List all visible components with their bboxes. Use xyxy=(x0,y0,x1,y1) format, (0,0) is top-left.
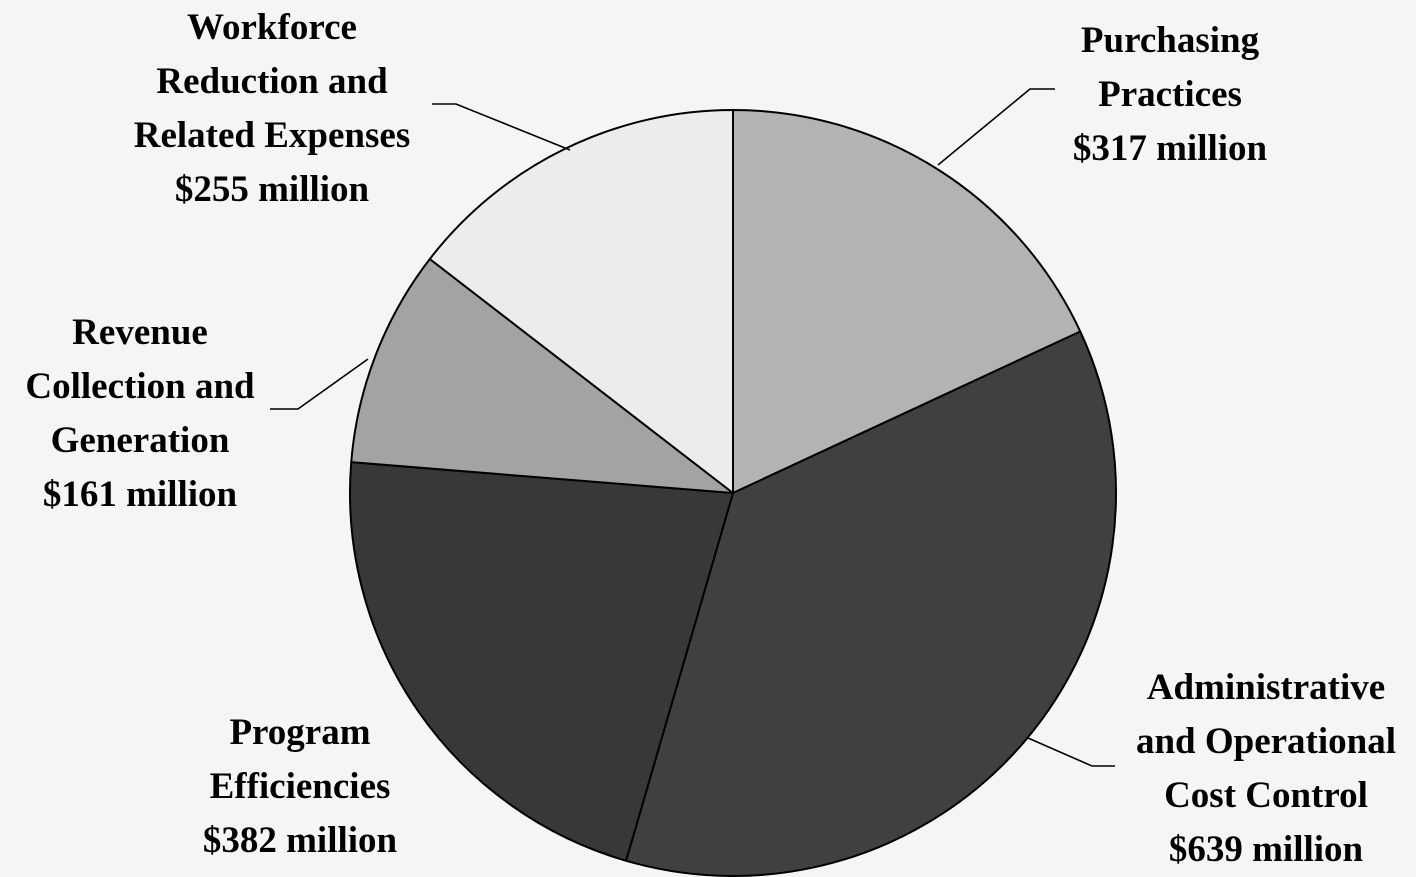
leader-line-5 xyxy=(432,103,571,151)
leader-line-4 xyxy=(270,358,369,410)
pie-slice-4 xyxy=(350,257,734,494)
labels-layer: Purchasing Practices $317 million Administr… xyxy=(25,7,1396,870)
slice-label-line: Purchasing xyxy=(1081,20,1260,61)
slice-label-line: Program xyxy=(229,712,370,753)
slice-label-line: Generation xyxy=(51,420,230,461)
pie-slice-1 xyxy=(732,109,1082,494)
slice-label-line: and Operational xyxy=(1136,721,1396,762)
slice-label-line: $317 million xyxy=(1073,128,1268,169)
pie-slice-2 xyxy=(625,330,1117,877)
slice-label-line: Collection and xyxy=(25,366,255,407)
slice-label-line: Cost Control xyxy=(1164,775,1368,816)
leader-line-2 xyxy=(1027,737,1115,767)
slice-label-5: Workforce Reduction and Related Expenses $2… xyxy=(134,7,410,210)
leader-lines-layer xyxy=(270,88,1115,767)
slice-label-line: Related Expenses xyxy=(134,115,410,156)
slice-label-line: $255 million xyxy=(175,169,370,210)
slice-label-line: $161 million xyxy=(43,474,238,515)
slice-label-line: Revenue xyxy=(72,312,208,353)
slice-label-1: Purchasing Practices $317 million xyxy=(1073,20,1268,169)
pie-slice-3 xyxy=(348,461,734,862)
slices-layer xyxy=(348,109,1117,877)
slice-label-line: $639 million xyxy=(1169,829,1364,870)
slice-label-line: Efficiencies xyxy=(210,766,391,807)
leader-line-1 xyxy=(937,88,1055,166)
slice-label-line: Workforce xyxy=(187,7,357,48)
slice-label-2: Administrative and Operational Cost Contro… xyxy=(1136,667,1396,870)
slice-label-4: Revenue Collection and Generation $161 mill… xyxy=(25,312,255,515)
slice-label-line: Administrative xyxy=(1147,667,1385,708)
pie-slice-5 xyxy=(428,109,734,494)
slice-label-3: Program Efficiencies $382 million xyxy=(203,712,398,861)
slice-label-line: Practices xyxy=(1098,74,1242,115)
slice-label-line: Reduction and xyxy=(156,61,388,102)
slice-label-line: $382 million xyxy=(203,820,398,861)
